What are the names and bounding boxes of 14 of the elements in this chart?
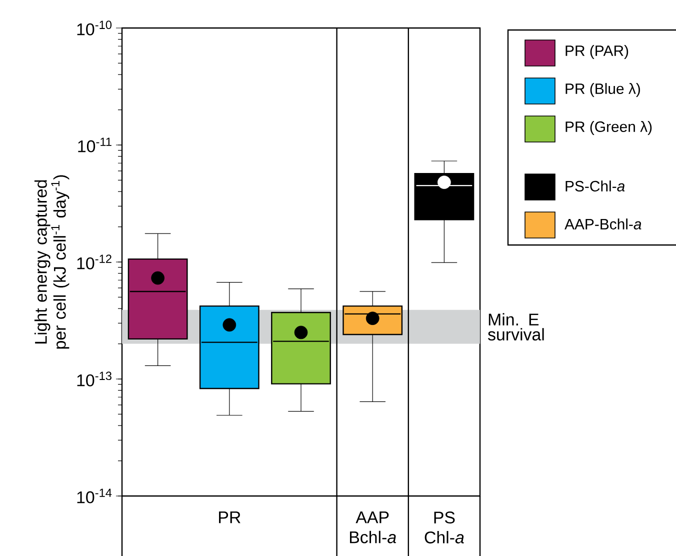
legend-label: AAP-Bchl-a xyxy=(564,218,642,230)
x-tick-label: PS Chl-a xyxy=(424,512,464,544)
x-tick-label: AAP Bchl-a xyxy=(350,512,396,544)
legend-label: PR (PAR) xyxy=(566,45,628,59)
y-tick-label: 10$^{-10}$ xyxy=(77,20,112,36)
y-tick-label: 10$^{-14}$ xyxy=(77,488,112,504)
x-tick-label: PR xyxy=(219,512,240,524)
y-tick-label: 10$^{-12}$ xyxy=(77,254,112,270)
legend-label: PR (Blue λ) xyxy=(566,83,640,97)
y-tick-label: 10$^{-11}$ xyxy=(78,138,112,152)
band-label: Min. E survival xyxy=(488,313,544,341)
legend-label: PR (Green λ) xyxy=(566,121,652,135)
legend-label: PS-Chl-a xyxy=(566,180,625,192)
y-tick-label: 10$^{-13}$ xyxy=(77,372,112,386)
